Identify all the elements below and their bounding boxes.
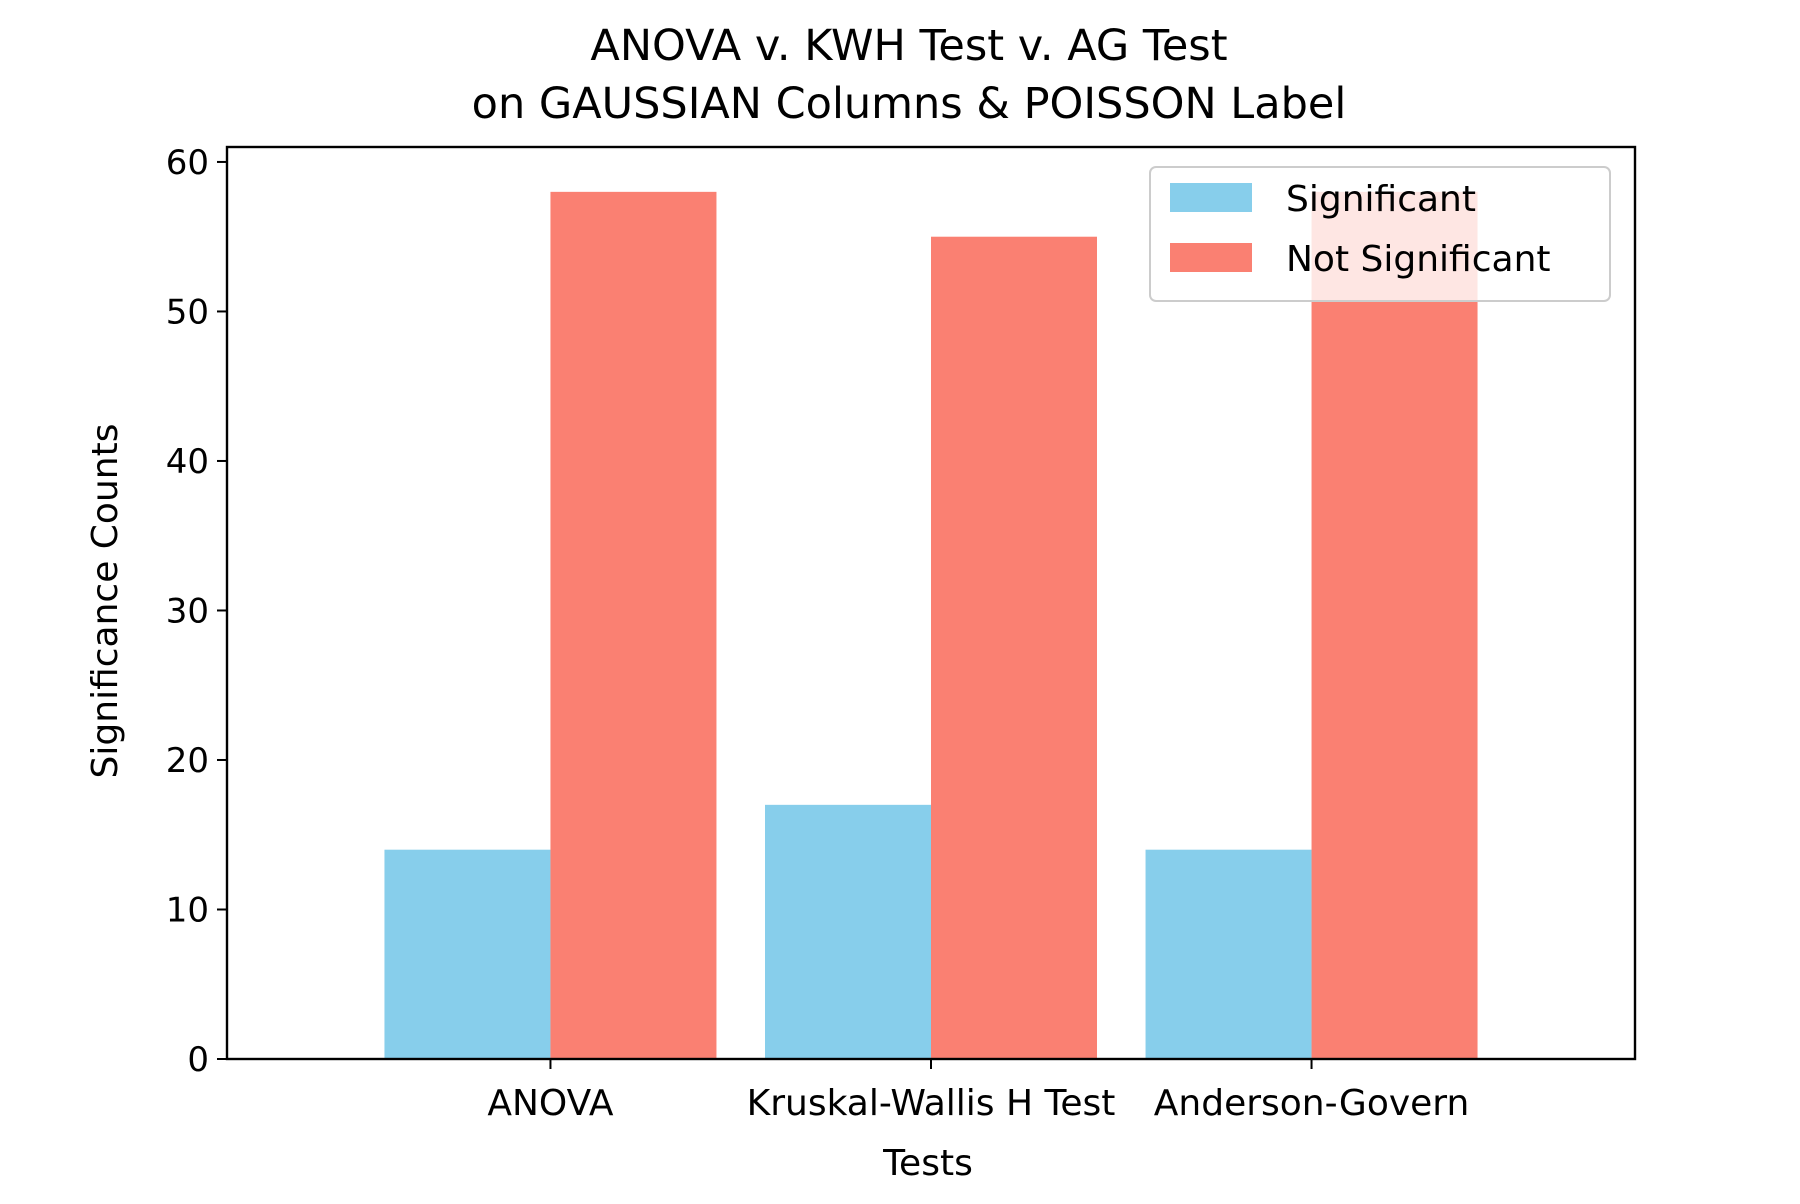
x-axis: ANOVA Kruskal-Wallis H Test Anderson-Gover…	[487, 1059, 1469, 1124]
x-tick-label: ANOVA	[487, 1083, 614, 1124]
legend-label-significant: Significant	[1286, 179, 1476, 220]
y-axis: 0 10 20 30 40 50 60	[166, 143, 227, 1080]
legend-label-not-significant: Not Significant	[1286, 239, 1551, 280]
bar-not-significant-anderson-govern	[1311, 191, 1478, 1059]
bar-significant-anova	[384, 849, 551, 1059]
x-tick-label: Anderson-Govern	[1154, 1083, 1470, 1124]
bar-significant-anderson-govern	[1145, 849, 1312, 1059]
legend-box	[1149, 166, 1611, 302]
y-tick-label: 50	[166, 292, 209, 332]
y-tick-label: 0	[187, 1040, 209, 1080]
chart-title-line-2: on GAUSSIAN Columns & POISSON Label	[472, 79, 1347, 129]
legend-swatch-significant	[1170, 183, 1252, 212]
x-axis-label: Tests	[882, 1143, 973, 1184]
bar-not-significant-kruskal-wallis-h-test	[931, 236, 1097, 1059]
y-tick-label: 20	[166, 741, 209, 781]
legend: Significant Not Significant	[1149, 166, 1611, 302]
bar-not-significant-anova	[550, 191, 717, 1059]
y-tick-label: 60	[166, 143, 209, 183]
chart-title-line-1: ANOVA v. KWH Test v. AG Test	[590, 21, 1227, 71]
y-tick-label: 30	[166, 591, 209, 631]
bar-significant-kruskal-wallis-h-test	[765, 804, 931, 1059]
bars-layer	[384, 191, 1478, 1059]
y-tick-label: 40	[166, 442, 209, 482]
x-tick-label: Kruskal-Wallis H Test	[747, 1083, 1116, 1124]
y-tick-label: 10	[166, 890, 209, 930]
y-axis-label: Significance Counts	[85, 424, 126, 779]
legend-swatch-not-significant	[1170, 243, 1252, 272]
